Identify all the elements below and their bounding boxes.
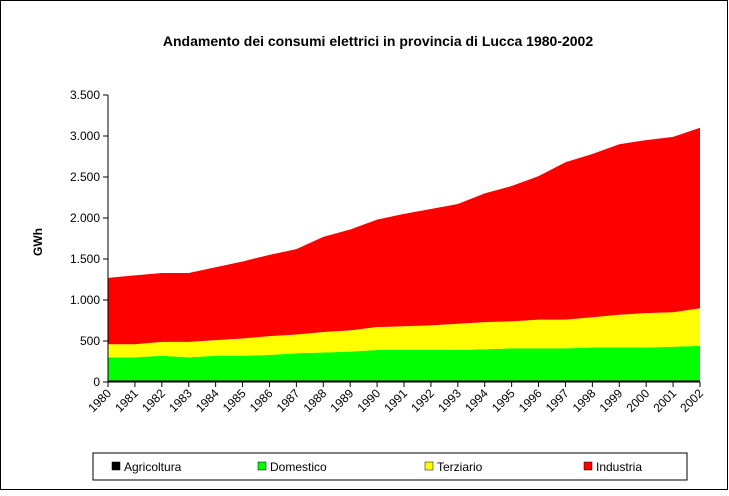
legend-label: Agricoltura: [124, 460, 182, 474]
legend-label: Terziario: [437, 460, 483, 474]
area: [108, 308, 700, 358]
legend-label: Domestico: [270, 460, 327, 474]
y-tick-label: 3.500: [70, 88, 100, 102]
area: [108, 127, 700, 345]
y-axis-label: GWh: [31, 228, 45, 256]
y-tick-label: 1.500: [70, 252, 100, 266]
chart-title: Andamento dei consumi elettrici in provi…: [163, 33, 593, 49]
legend-label: Industria: [596, 460, 642, 474]
y-tick-label: 0: [93, 375, 100, 389]
legend-swatch: [583, 461, 593, 471]
legend-swatch: [111, 461, 121, 471]
area: [108, 345, 700, 381]
y-tick-label: 2.000: [70, 211, 100, 225]
legend-swatch: [257, 461, 267, 471]
y-tick-label: 2.500: [70, 170, 100, 184]
y-tick-label: 1.000: [70, 293, 100, 307]
legend-swatch: [424, 461, 434, 471]
y-tick-label: 3.000: [70, 129, 100, 143]
y-tick-label: 500: [80, 334, 100, 348]
